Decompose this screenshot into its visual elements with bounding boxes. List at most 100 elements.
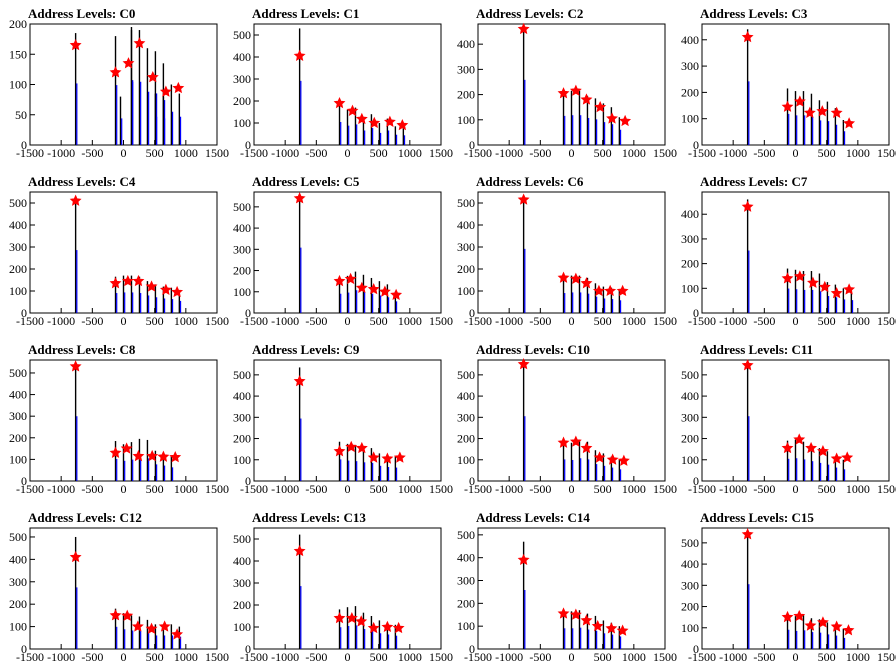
peak-marker-star	[159, 85, 172, 97]
y-tick-label: 200	[457, 432, 475, 446]
x-tick-label: -500	[753, 650, 775, 664]
y-tick-label: 100	[681, 112, 699, 126]
x-tick-label: 0	[569, 146, 575, 160]
peak-marker-star	[120, 442, 133, 454]
y-tick-label: 200	[457, 262, 475, 276]
peak-marker-star	[293, 49, 306, 61]
x-tick-label: 1500	[429, 314, 453, 328]
chart-panel-c13: Address Levels: C13 0 100 200 300 400 500 -1500…	[224, 504, 453, 672]
y-tick-label: 300	[457, 240, 475, 254]
x-tick-label: 0	[793, 650, 799, 664]
peak-marker-star	[333, 611, 346, 624]
peak-marker-star	[793, 95, 806, 107]
peak-marker-star	[293, 192, 306, 204]
y-tick-label: 300	[457, 410, 475, 424]
y-tick-label: 300	[9, 409, 27, 423]
x-tick-label: 1000	[398, 482, 422, 496]
peak-marker-star	[741, 528, 754, 540]
peak-marker-star	[580, 441, 593, 454]
x-tick-label: 1500	[205, 146, 229, 160]
peak-marker-star	[133, 37, 146, 49]
peak-marker-star	[346, 104, 359, 116]
y-tick-label: 300	[681, 578, 699, 592]
x-tick-label: 1500	[653, 146, 677, 160]
x-tick-label: -1500	[240, 482, 268, 496]
peak-marker-star	[69, 194, 82, 206]
y-tick-label: 400	[9, 388, 27, 402]
y-tick-label: 100	[457, 619, 475, 633]
y-tick-label: 200	[233, 598, 251, 612]
y-tick-label: 100	[233, 620, 251, 634]
chart-title: Address Levels: C1	[252, 6, 359, 21]
chart-svg: Address Levels: C40100200300400500-1500-…	[9, 174, 229, 328]
peak-marker-star	[604, 284, 617, 297]
y-tick-label: 300	[681, 59, 699, 73]
peak-marker-star	[569, 435, 582, 447]
x-tick-label: 1000	[622, 314, 646, 328]
y-tick-label: 500	[457, 528, 475, 542]
peak-marker-star	[843, 283, 856, 295]
chart-panel-c3: Address Levels: C3 0 100 200 300 400 -1500 -100…	[672, 0, 896, 168]
x-tick-label: -1500	[464, 314, 492, 328]
chart-title: Address Levels: C4	[28, 174, 136, 189]
y-tick-label: 100	[457, 453, 475, 467]
peak-marker-star	[69, 360, 82, 372]
y-tick-label: 0	[469, 474, 475, 488]
x-tick-label: -1500	[16, 146, 44, 160]
peak-marker-star	[392, 621, 405, 634]
peak-marker-star	[383, 115, 396, 127]
x-tick-label: -1000	[47, 482, 75, 496]
chart-panel-c11: Address Levels: C11 0 100 200 300 400 500 -1500…	[672, 336, 896, 504]
x-tick-label: -500	[753, 146, 775, 160]
peak-marker-star	[807, 276, 819, 288]
x-tick-label: -500	[81, 314, 103, 328]
peak-marker-star	[606, 112, 618, 124]
peak-marker-star	[159, 283, 172, 295]
chart-title: Address Levels: C9	[252, 342, 360, 357]
x-tick-label: -1000	[495, 314, 523, 328]
peak-marker-star	[122, 57, 135, 69]
x-tick-label: 1000	[622, 482, 646, 496]
peak-marker-star	[805, 441, 818, 454]
y-tick-label: 300	[233, 410, 251, 424]
chart-title: Address Levels: C2	[476, 6, 583, 21]
y-tick-label: 500	[9, 366, 27, 380]
peak-marker-star	[793, 609, 806, 622]
x-tick-label: -500	[81, 650, 103, 664]
chart-panel-c9: Address Levels: C9 0 100 200 300 400 500 -1500-…	[224, 336, 453, 504]
x-tick-label: 0	[569, 482, 575, 496]
y-tick-label: 0	[245, 474, 251, 488]
peak-marker-star	[131, 620, 144, 632]
peak-marker-star	[569, 608, 582, 620]
y-tick-label: 400	[681, 557, 699, 571]
peak-marker-star	[132, 449, 145, 462]
chart-title: Address Levels: C8	[28, 342, 136, 357]
peak-marker-star	[804, 619, 817, 631]
peak-marker-star	[171, 628, 184, 640]
peak-marker-star	[145, 622, 158, 634]
x-tick-label: -500	[305, 314, 327, 328]
y-tick-label: 0	[21, 138, 27, 152]
x-tick-label: 500	[818, 314, 836, 328]
peak-marker-star	[557, 87, 570, 99]
x-tick-label: 1500	[653, 482, 677, 496]
chart-svg: Address Levels: C90100200300400500-1500-…	[233, 342, 453, 496]
y-tick-label: 0	[21, 642, 27, 656]
y-tick-label: 400	[9, 218, 27, 232]
chart-title: Address Levels: C3	[700, 6, 808, 21]
x-tick-label: 0	[121, 146, 127, 160]
x-tick-label: -1500	[688, 482, 716, 496]
peak-marker-star	[594, 100, 607, 113]
peak-marker-star	[69, 550, 82, 563]
y-tick-label: 0	[693, 306, 699, 320]
x-tick-label: -1500	[16, 314, 44, 328]
y-tick-label: 300	[681, 410, 699, 424]
chart-svg: Address Levels: C10100200300400500-1500-…	[233, 6, 453, 160]
peak-marker-star	[367, 282, 380, 295]
chart-panel-c10: Address Levels: C10 0 100 200 300 400 500 -1500…	[448, 336, 677, 504]
peak-marker-star	[355, 281, 368, 293]
peak-marker-star	[606, 453, 619, 465]
x-tick-label: -1000	[719, 146, 747, 160]
peak-marker-star	[390, 288, 403, 301]
peak-marker-star	[517, 22, 530, 35]
